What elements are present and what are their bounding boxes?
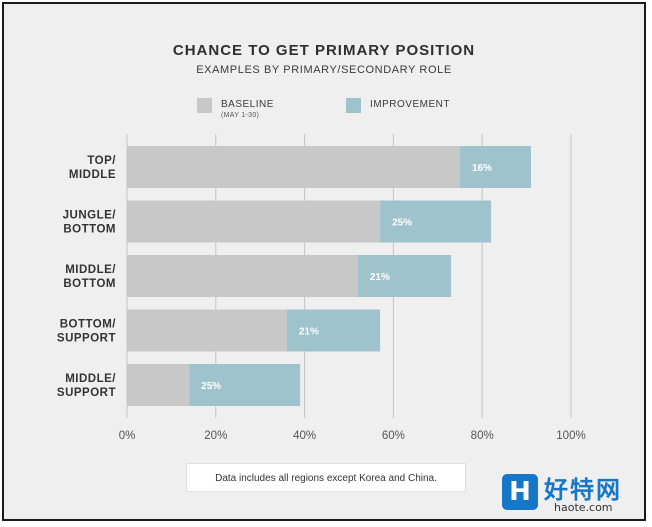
legend-improvement-swatch	[346, 98, 361, 113]
category-label-2-0: MIDDLE/	[65, 264, 116, 276]
category-label-4-1: SUPPORT	[57, 387, 116, 399]
chart-title: CHANCE TO GET PRIMARY POSITION	[172, 42, 476, 59]
bar-baseline-4	[127, 364, 190, 406]
data-label-4: 25%	[201, 381, 221, 392]
x-tick-label-1: 20%	[204, 430, 227, 442]
watermark-url: haote.com	[554, 501, 613, 514]
category-label-3-0: BOTTOM/	[60, 319, 117, 331]
bar-improvement-0	[460, 146, 532, 188]
legend-baseline-sublabel: (MAY 1-30)	[221, 112, 260, 119]
legend-baseline-swatch	[197, 98, 212, 113]
watermark: H 好特网 haote.com	[498, 470, 644, 520]
x-tick-label-2: 40%	[293, 430, 316, 442]
category-label-1-0: JUNGLE/	[63, 210, 117, 222]
bar-baseline-3	[127, 309, 287, 352]
bar-improvement-4	[189, 364, 301, 406]
x-tick-label-0: 0%	[119, 430, 136, 442]
bar-improvement-2	[357, 255, 452, 297]
data-label-3: 21%	[299, 327, 319, 338]
category-label-0-1: MIDDLE	[69, 169, 116, 181]
x-tick-label-4: 80%	[471, 430, 494, 442]
category-label-2-1: BOTTOM	[63, 278, 116, 290]
legend-improvement-label: IMPROVEMENT	[370, 99, 450, 110]
footnote: Data includes all regions except Korea a…	[186, 463, 466, 492]
watermark-logo: H	[502, 474, 538, 510]
category-label-1-1: BOTTOM	[63, 224, 116, 236]
bar-baseline-1	[127, 200, 381, 243]
bar-baseline-0	[127, 146, 460, 188]
x-tick-label-3: 60%	[382, 430, 405, 442]
bar-improvement-3	[286, 309, 381, 352]
data-label-2: 21%	[370, 272, 390, 283]
data-label-0: 16%	[472, 163, 492, 174]
bar-improvement-1	[380, 200, 492, 243]
chart-subtitle: EXAMPLES BY PRIMARY/SECONDARY ROLE	[196, 64, 452, 76]
x-tick-label-5: 100%	[556, 430, 585, 442]
legend-baseline-label: BASELINE	[221, 99, 274, 110]
category-label-3-1: SUPPORT	[57, 333, 116, 345]
data-label-1: 25%	[392, 218, 412, 229]
category-label-0-0: TOP/	[87, 155, 116, 167]
category-label-4-0: MIDDLE/	[65, 373, 116, 385]
watermark-title: 好特网	[544, 476, 622, 504]
bar-baseline-2	[127, 255, 358, 297]
